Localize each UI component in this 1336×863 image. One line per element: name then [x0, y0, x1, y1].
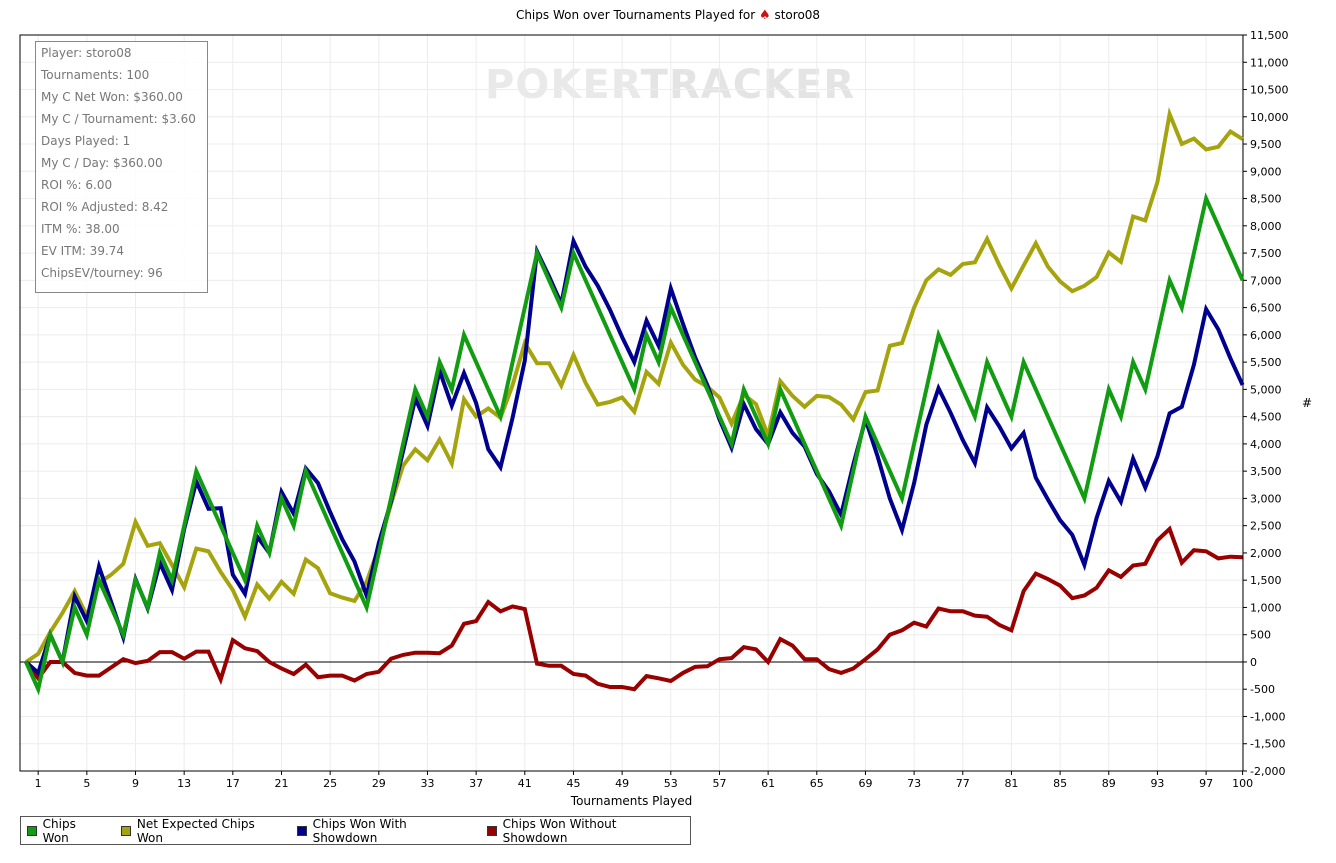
- y-tick-label: 11,000: [1250, 56, 1289, 69]
- y-tick-label: 8,000: [1250, 220, 1282, 233]
- stat-line: Tournaments: 100: [41, 68, 150, 82]
- y-tick-label: -500: [1250, 683, 1275, 696]
- legend-item: Chips Won Without Showdown: [486, 816, 678, 845]
- y-tick-label: 0: [1250, 656, 1257, 669]
- x-tick-label: 41: [518, 777, 532, 790]
- legend-label: Net Expected Chips Won: [136, 816, 255, 845]
- stat-line: Player: storo08: [41, 46, 132, 60]
- x-tick-label: 85: [1053, 777, 1067, 790]
- legend-label: Chips Won: [42, 816, 76, 845]
- legend-label: Chips Won Without Showdown: [502, 816, 617, 845]
- x-tick-label: 17: [226, 777, 240, 790]
- y-tick-label: 8,500: [1250, 193, 1282, 206]
- plot-frame: [19, 34, 1244, 772]
- x-tick-label: 100: [1232, 777, 1253, 790]
- x-tick-label: 45: [566, 777, 580, 790]
- stat-line: ROI %: 6.00: [41, 178, 113, 192]
- x-tick-label: 81: [1004, 777, 1018, 790]
- x-tick-label: 1: [35, 777, 42, 790]
- x-tick-label: 65: [810, 777, 824, 790]
- y-tick-label: 7,500: [1250, 247, 1282, 260]
- x-tick-label: 97: [1199, 777, 1213, 790]
- y-tick-label: 2,000: [1250, 547, 1282, 560]
- y-tick-label: 9,500: [1250, 138, 1282, 151]
- y-tick-label: 5,000: [1250, 383, 1282, 396]
- x-tick-label: 25: [323, 777, 337, 790]
- stat-line: ITM %: 38.00: [41, 222, 120, 236]
- spade-icon: ♠: [758, 8, 771, 23]
- x-axis-label: Tournaments Played: [570, 794, 693, 808]
- y-tick-label: 4,000: [1250, 438, 1282, 451]
- y-tick-label: 2,500: [1250, 520, 1282, 533]
- y-tick-label: 6,000: [1250, 329, 1282, 342]
- y-tick-label: -2,000: [1250, 765, 1285, 778]
- stat-line: My C / Day: $360.00: [41, 156, 163, 170]
- legend-label: Chips Won With Showdown: [312, 816, 407, 845]
- x-tick-label: 61: [761, 777, 775, 790]
- x-tick-label: 73: [907, 777, 921, 790]
- legend-swatch: [27, 825, 37, 836]
- y-tick-label: 10,000: [1250, 111, 1289, 124]
- legend-item: Chips Won: [27, 817, 103, 845]
- legend-item: Net Expected Chips Won: [121, 817, 279, 845]
- stat-line: My C Net Won: $360.00: [41, 90, 183, 104]
- x-tick-label: 89: [1102, 777, 1116, 790]
- y-tick-label: 11,500: [1250, 29, 1289, 42]
- y-tick-label: 7,000: [1250, 274, 1282, 287]
- x-tick-label: 37: [469, 777, 483, 790]
- chart-title-player: storo08: [774, 8, 821, 22]
- y-tick-label: 9,000: [1250, 165, 1282, 178]
- x-tick-label: 57: [712, 777, 726, 790]
- x-tick-label: 33: [420, 777, 434, 790]
- y-tick-label: 4,500: [1250, 411, 1282, 424]
- legend-swatch: [486, 825, 497, 836]
- series-line-chips-won-with-showdown: [24, 234, 1245, 677]
- x-tick-label: 69: [858, 777, 872, 790]
- legend-swatch: [121, 825, 131, 836]
- stats-box: Player: storo08 Tournaments: 100 My C Net …: [35, 41, 208, 293]
- legend-swatch: [296, 825, 307, 836]
- series-line-chips-won-without-showdown: [24, 525, 1243, 692]
- legend: Chips Won Net Expected Chips Won Chips Won…: [20, 816, 691, 845]
- stat-line: My C / Tournament: $3.60: [41, 112, 196, 126]
- y-tick-label: 5,500: [1250, 356, 1282, 369]
- x-tick-label: 29: [372, 777, 386, 790]
- x-tick-label: 53: [664, 777, 678, 790]
- series-line-net-expected-chips-won: [24, 106, 1244, 664]
- x-tick-label: 21: [274, 777, 288, 790]
- y-tick-label: 500: [1250, 629, 1271, 642]
- stat-line: EV ITM: 39.74: [41, 244, 125, 258]
- x-tick-label: 49: [615, 777, 629, 790]
- x-tick-label: 77: [956, 777, 970, 790]
- y-tick-label: 3,000: [1250, 492, 1282, 505]
- stat-line: ChipsEV/tourney: 96: [41, 266, 163, 280]
- stat-line: ROI % Adjusted: 8.42: [41, 200, 169, 214]
- chart-title-text: Chips Won over Tournaments Played for: [515, 8, 756, 22]
- pokertracker-watermark: POKERTRACKER: [485, 62, 856, 108]
- chart-title: Chips Won over Tournaments Played for ♠ …: [0, 8, 1336, 23]
- y-tick-label: -1,000: [1250, 710, 1285, 723]
- y-tick-label: -1,500: [1250, 738, 1285, 751]
- y-tick-label: 10,500: [1250, 84, 1289, 97]
- y-tick-label: 1,500: [1250, 574, 1282, 587]
- series-line-chips-won: [24, 192, 1245, 696]
- x-tick-label: 93: [1150, 777, 1164, 790]
- y-axis-label: #: [1302, 396, 1313, 410]
- stat-line: Days Played: 1: [41, 134, 131, 148]
- y-tick-label: 6,500: [1250, 302, 1282, 315]
- legend-item: Chips Won With Showdown: [296, 816, 469, 845]
- x-tick-label: 9: [132, 777, 139, 790]
- x-tick-label: 5: [83, 777, 90, 790]
- y-tick-label: 1,000: [1250, 601, 1282, 614]
- x-tick-label: 13: [177, 777, 191, 790]
- y-tick-label: 3,500: [1250, 465, 1282, 478]
